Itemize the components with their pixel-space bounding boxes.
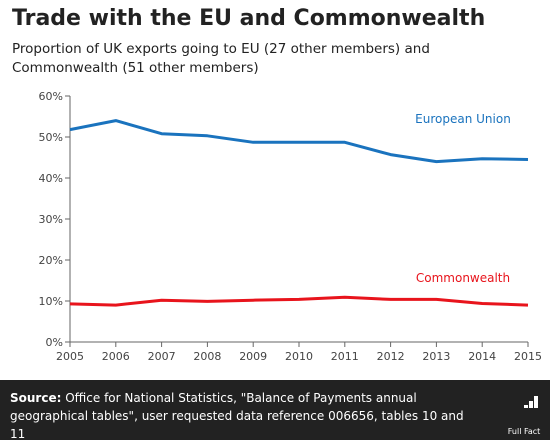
logo-text: Full Fact: [507, 427, 541, 436]
chart-axes: 0% 10% 20% 30% 40% 50% 60% 2005 2006 2007 2008 2009…: [39, 90, 542, 363]
series-label-commonwealth: Commonwealth: [416, 271, 510, 285]
series-label-eu: European Union: [415, 112, 511, 126]
x-tick-label: 2009: [239, 350, 267, 363]
x-tick-label: 2007: [148, 350, 176, 363]
logo-bars-icon: [524, 396, 538, 408]
chart-title: Trade with the EU and Commonwealth: [12, 6, 486, 31]
chart-series: [69, 119, 529, 307]
source-note: Source: Office for National Statistics, …: [10, 389, 480, 443]
series-line-commonwealth: [69, 295, 529, 307]
source-label: Source:: [10, 391, 62, 405]
x-tick-label: 2006: [102, 350, 130, 363]
line-chart: 0% 10% 20% 30% 40% 50% 60% 2005 2006 2007 2008 2009…: [39, 90, 542, 363]
x-tick-label: 2014: [468, 350, 496, 363]
x-tick-label: 2015: [514, 350, 542, 363]
y-tick-label: 60%: [39, 90, 63, 103]
x-tick-label: 2012: [377, 350, 405, 363]
y-tick-label: 0%: [46, 336, 63, 349]
series-labels: European Union Commonwealth: [415, 112, 511, 285]
x-tick-label: 2008: [193, 350, 221, 363]
y-tick-label: 20%: [39, 254, 63, 267]
y-tick-label: 10%: [39, 295, 63, 308]
source-footer: Source: Office for National Statistics, …: [0, 380, 550, 443]
y-tick-label: 40%: [39, 172, 63, 185]
full-fact-logo: Full Fact: [502, 394, 542, 436]
x-tick-label: 2010: [285, 350, 313, 363]
source-text: Office for National Statistics, "Balance…: [10, 391, 464, 441]
chart-subtitle: Proportion of UK exports going to EU (27…: [12, 41, 430, 76]
y-tick-label: 50%: [39, 131, 63, 144]
x-tick-label: 2011: [331, 350, 359, 363]
x-tick-label: 2005: [56, 350, 84, 363]
series-line-eu: [69, 119, 529, 164]
y-tick-label: 30%: [39, 213, 63, 226]
x-tick-label: 2013: [422, 350, 450, 363]
